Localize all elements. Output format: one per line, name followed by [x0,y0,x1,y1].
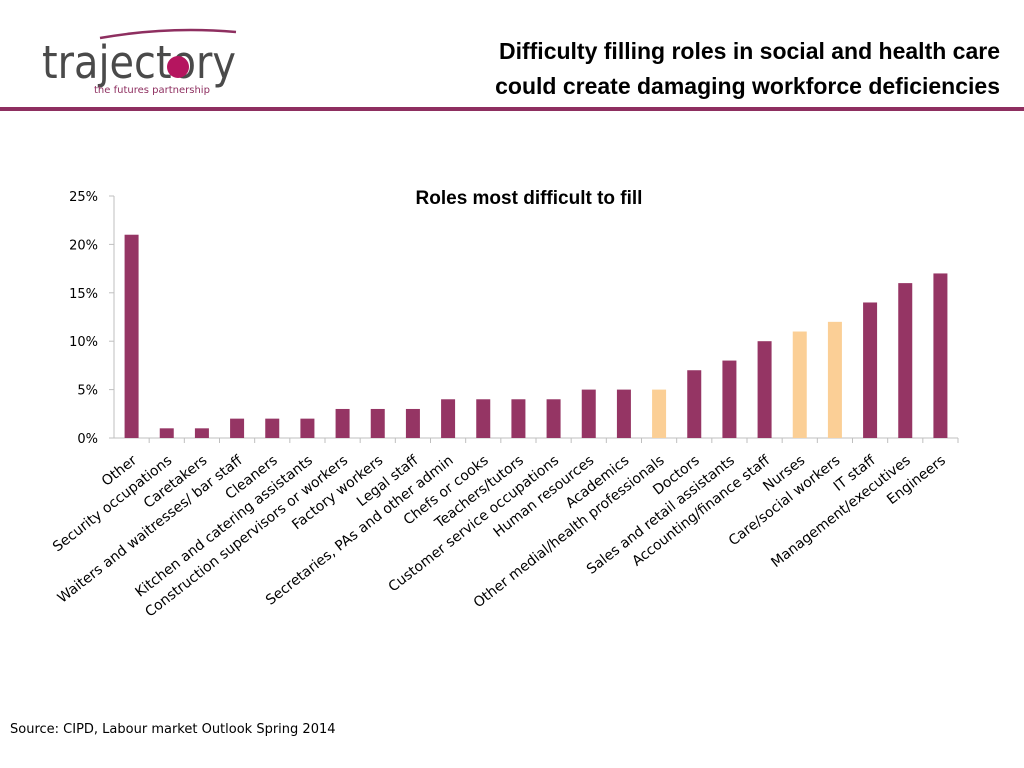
y-tick-label: 25% [69,190,98,205]
bar [546,399,561,438]
bar [441,399,456,438]
bar [265,418,280,438]
logo-tagline: the futures partnership [94,85,210,96]
bar [476,399,491,438]
logo-swoosh [99,28,237,40]
page-title-line-1: Difficulty filling roles in social and h… [498,38,1000,64]
y-tick-label: 15% [69,287,98,302]
source-note: Source: CIPD, Labour market Outlook Spri… [10,722,336,737]
bar [194,428,209,438]
bar [405,408,420,438]
bar [898,283,913,438]
page-title-line-2: could create damaging workforce deficien… [495,73,1000,99]
header-divider [0,107,1024,111]
bar [827,321,842,438]
trajectory-logo: trajectory the futures partnership [42,28,237,96]
bar [370,408,385,438]
bar [933,273,948,438]
chart-title: Roles most difficult to fill [416,188,643,209]
bar [124,234,139,438]
bar [792,331,807,438]
bar [652,389,667,438]
bar [300,418,315,438]
bars [124,234,959,443]
bar [511,399,526,438]
bar [863,302,878,438]
logo-word: trajectory [42,36,236,89]
bar [581,389,596,438]
bar [230,418,245,438]
bar [159,428,174,438]
bar [616,389,631,438]
y-tick-label: 20% [69,238,98,253]
y-tick-label: 5% [77,384,98,399]
y-tick-label: 10% [69,335,98,350]
bar [757,341,772,438]
bar [722,360,737,438]
y-tick-label: 0% [77,432,98,447]
bar [335,408,350,438]
bar [687,370,702,438]
page-title: Difficulty filling roles in social and h… [340,34,1000,104]
logo-dot-icon [167,56,189,78]
